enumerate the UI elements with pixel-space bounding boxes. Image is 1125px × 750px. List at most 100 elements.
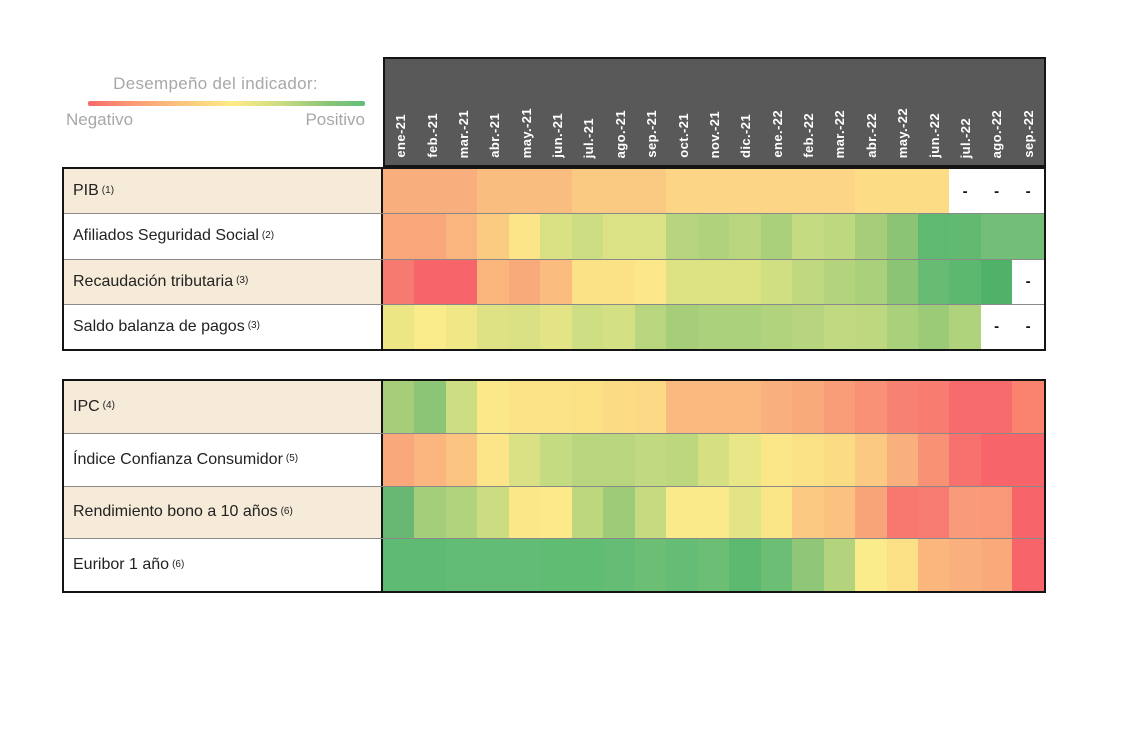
heatmap-row-cells	[383, 433, 1044, 486]
heatmap-cell	[949, 486, 981, 539]
indicator-row: PIB (1) - - -	[64, 169, 1044, 214]
heatmap-cell	[414, 214, 446, 259]
heatmap-cell	[414, 304, 446, 349]
month-header-cell: abr.-21	[487, 113, 503, 158]
heatmap-cell	[917, 214, 950, 259]
heatmap-cell	[666, 381, 698, 433]
heatmap-cell	[540, 169, 572, 214]
heatmap-cell	[886, 259, 918, 304]
heatmap-cell	[603, 433, 635, 486]
heatmap-cell	[1012, 214, 1044, 259]
heatmap-cell	[603, 381, 635, 433]
performance-legend: Desempeño del indicador: Negativo Positi…	[66, 74, 365, 130]
month-header-cell: ene.-22	[769, 110, 785, 158]
heatmap-cell	[917, 486, 950, 539]
heatmap-cell	[823, 539, 856, 591]
heatmap-cell	[823, 486, 856, 539]
heatmap-cell	[697, 486, 730, 539]
heatmap-cell: -	[980, 169, 1013, 214]
heatmap-cell	[508, 169, 541, 214]
heatmap-cell	[666, 169, 698, 214]
heatmap-cell	[855, 381, 887, 433]
heatmap-cell	[540, 259, 572, 304]
heatmap-cell	[508, 539, 541, 591]
heatmap-cell	[980, 214, 1013, 259]
heatmap-cell	[414, 539, 446, 591]
heatmap-cell	[886, 433, 918, 486]
heatmap-cell	[949, 381, 981, 433]
heatmap-cell	[666, 259, 698, 304]
heatmap-cell	[792, 259, 824, 304]
heatmap-cell	[855, 169, 887, 214]
heatmap-cell	[383, 433, 415, 486]
month-header-cell: sep.-21	[644, 110, 660, 158]
heatmap-cell	[729, 381, 761, 433]
heatmap-cell	[634, 539, 667, 591]
heatmap-cell	[729, 486, 761, 539]
heatmap-cell	[414, 259, 446, 304]
heatmap-cell	[445, 539, 478, 591]
heatmap-row-cells: --	[383, 304, 1044, 349]
heatmap-row-cells: ---	[383, 169, 1044, 214]
heatmap-cell	[477, 214, 509, 259]
heatmap-cell	[760, 214, 793, 259]
heatmap-cell	[980, 433, 1013, 486]
month-header-cell: sep.-22	[1020, 110, 1036, 158]
month-header-cell: oct.-21	[675, 113, 691, 158]
heatmap-cell	[634, 304, 667, 349]
heatmap-cell	[445, 381, 478, 433]
heatmap-cell	[917, 169, 950, 214]
heatmap-cell	[508, 214, 541, 259]
heatmap-cell	[508, 259, 541, 304]
legend-gradient-bar	[88, 101, 365, 106]
heatmap-cell	[697, 214, 730, 259]
heatmap-cell	[445, 214, 478, 259]
heatmap-cell	[414, 433, 446, 486]
indicator-label: Saldo balanza de pagos (3)	[64, 304, 383, 349]
heatmap-cell	[477, 433, 509, 486]
heatmap-row-cells	[383, 214, 1044, 259]
heatmap-cell	[383, 214, 415, 259]
heatmap-cell	[634, 433, 667, 486]
heatmap-cell	[729, 304, 761, 349]
month-header-cell: may.-22	[895, 107, 911, 158]
month-header-cell: jul.-22	[957, 117, 973, 158]
heatmap-cell	[917, 539, 950, 591]
month-header-cell: ene-21	[393, 114, 409, 158]
heatmap-cell	[886, 214, 918, 259]
heatmap-cell	[477, 381, 509, 433]
heatmap-cell	[823, 304, 856, 349]
indicator-row: Afiliados Seguridad Social (2)	[64, 213, 1044, 259]
legend-title: Desempeño del indicador:	[113, 74, 318, 93]
heatmap-cell	[540, 214, 572, 259]
heatmap-row-cells	[383, 539, 1044, 591]
heatmap-cell	[760, 381, 793, 433]
heatmap-cell	[855, 214, 887, 259]
heatmap-cell	[414, 486, 446, 539]
heatmap-cell	[729, 433, 761, 486]
heatmap-cell	[980, 539, 1013, 591]
heatmap-cell	[949, 304, 981, 349]
heatmap-cell	[760, 486, 793, 539]
heatmap-cell	[792, 304, 824, 349]
heatmap-cell	[571, 539, 604, 591]
heatmap-cell	[980, 381, 1013, 433]
heatmap-cell	[571, 381, 604, 433]
heatmap-cell	[917, 433, 950, 486]
indicator-label: Euribor 1 año (6)	[64, 539, 383, 591]
heatmap-row-cells	[383, 381, 1044, 433]
heatmap-cell	[949, 539, 981, 591]
indicator-row: Saldo balanza de pagos (3) - -	[64, 303, 1044, 349]
indicator-label: PIB (1)	[64, 169, 383, 214]
heatmap-cell	[603, 259, 635, 304]
heatmap-cell	[383, 169, 415, 214]
heatmap-cell	[571, 304, 604, 349]
indicator-label: IPC (4)	[64, 381, 383, 433]
heatmap-cell	[1012, 486, 1044, 539]
heatmap-cell	[823, 214, 856, 259]
heatmap-cell	[980, 259, 1013, 304]
heatmap-cell	[917, 259, 950, 304]
indicator-label: Rendimiento bono a 10 años (6)	[64, 486, 383, 539]
heatmap-cell	[886, 381, 918, 433]
heatmap-cell	[383, 304, 415, 349]
